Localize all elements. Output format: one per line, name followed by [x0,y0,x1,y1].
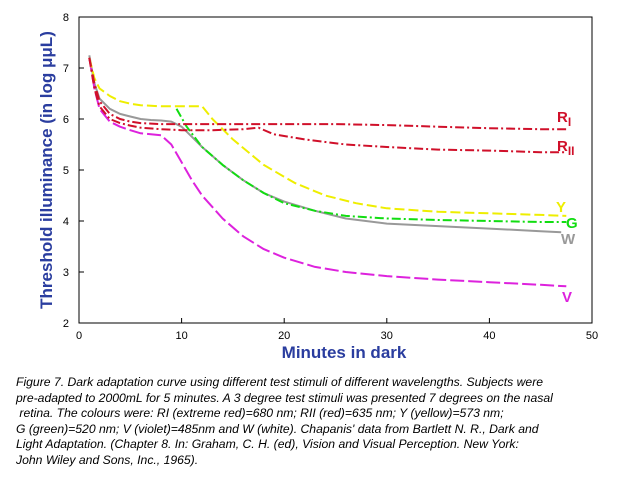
y-tick-label: 6 [63,114,69,126]
y-tick-label: 8 [63,12,69,24]
series-line-w [88,55,562,234]
series-label-subscript: II [568,144,575,158]
x-tick-label: 20 [278,330,290,342]
caption-line: pre-adapted to 2000mL for 5 minutes. A 3… [16,390,553,405]
caption-line: John Wiley and Sons, Inc., 1965). [16,452,199,467]
series-label-main: V [562,289,572,306]
series-line-g [175,108,567,223]
x-tick-label: 30 [381,330,393,342]
x-tick-label: 50 [586,330,598,342]
y-axis-ticks: 2 3 4 5 6 7 8 [63,12,84,330]
series-label-main: Y [556,199,566,216]
series-label-main: W [561,231,576,248]
series-label-v: V [562,289,572,306]
x-tick-label: 10 [175,330,187,342]
x-axis-title: Minutes in dark [282,343,407,362]
series-line-rii [88,57,567,154]
series-label-main: G [566,215,578,232]
series-label-g: G [566,215,578,232]
caption-line: Light Adaptation. (Chapter 8. In: Graham… [16,437,519,451]
x-axis-ticks: 0 10 20 30 40 50 [76,318,598,342]
series-label-subscript: I [568,115,571,129]
plot-frame [78,16,593,324]
series-label-main: R [557,138,568,155]
caption-line: retina. The colours were: RI (extreme re… [16,406,504,420]
x-tick-label: 0 [76,330,82,342]
x-tick-label: 40 [483,330,495,342]
caption-line: G (green)=520 nm; V (violet)=485nm and W… [16,421,539,436]
y-tick-label: 5 [63,165,69,177]
series-lines [88,55,567,288]
y-tick-label: 2 [63,318,69,330]
y-tick-label: 7 [63,63,69,75]
series-label-y: Y [556,199,566,216]
y-tick-label: 3 [63,267,69,279]
series-line-ri [88,57,567,131]
series-line-y [88,57,567,217]
series-label-rii: RII [557,138,575,158]
caption-line: Figure 7. Dark adaptation curve using di… [16,375,544,389]
figure-caption: Figure 7. Dark adaptation curve using di… [16,375,628,468]
series-label-ri: RI [557,109,571,129]
series-label-w: W [561,231,576,248]
series-line-v [88,57,567,288]
y-axis-title: Threshold illuminance (in log μμL) [37,31,56,309]
series-label-main: R [557,109,568,126]
y-tick-label: 4 [63,216,69,228]
